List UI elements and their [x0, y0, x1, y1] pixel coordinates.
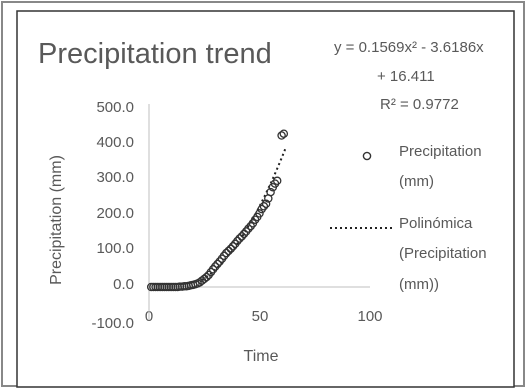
- data-point: [213, 259, 222, 269]
- data-point: [279, 129, 289, 138]
- legend-label-precipitation-unit: (mm): [399, 173, 434, 190]
- legend-marker-circle-icon: [362, 151, 372, 161]
- y-tick-label: 400.0: [96, 134, 134, 151]
- y-axis-title: Precipitation (mm): [48, 155, 65, 285]
- y-tick-label: 0.0: [113, 276, 134, 293]
- data-point: [228, 242, 238, 251]
- data-point: [226, 244, 236, 254]
- legend-label-precipitation: Precipitation: [399, 143, 482, 160]
- legend-label-polynomial-series: (Precipitation: [399, 245, 487, 262]
- trendline-equation-line1: y = 0.1569x² - 3.6186x: [334, 39, 484, 56]
- trendline-r-squared: R² = 0.9772: [380, 96, 459, 113]
- data-point: [237, 232, 247, 241]
- trendline-equation-line2: + 16.411: [377, 68, 435, 85]
- y-tick-label: 500.0: [96, 99, 134, 116]
- legend: Precipitation (mm) Polinómica (Precipita…: [330, 143, 487, 293]
- legend-label-polynomial-unit: (mm)): [399, 276, 439, 293]
- data-point: [272, 176, 282, 186]
- y-tick-labels: 500.0 400.0 300.0 200.0 100.0 0.0 -100.0: [91, 99, 134, 332]
- data-point: [235, 234, 244, 243]
- x-tick-label: 50: [252, 308, 269, 325]
- data-point: [224, 246, 233, 256]
- legend-label-polynomial-unit-text: mm)): [404, 276, 439, 293]
- legend-label-polynomial: Polinómica: [399, 215, 473, 232]
- data-point: [259, 202, 269, 211]
- data-point: [239, 229, 249, 239]
- data-point: [255, 209, 264, 218]
- y-tick-label: 200.0: [96, 205, 134, 222]
- data-point: [202, 272, 211, 282]
- x-tick-label: 100: [357, 308, 382, 325]
- data-point: [244, 224, 253, 233]
- data-point: [261, 199, 271, 209]
- x-axis-title: Time: [244, 348, 279, 365]
- data-point: [277, 131, 286, 140]
- data-points: [146, 129, 289, 292]
- data-point: [211, 262, 220, 271]
- y-tick-label: 300.0: [96, 169, 134, 186]
- data-point: [266, 187, 275, 197]
- y-tick-label: 100.0: [96, 240, 134, 257]
- data-point: [233, 236, 242, 246]
- y-tick-label: -100.0: [91, 315, 134, 332]
- data-point: [222, 248, 231, 258]
- chart-title: Precipitation trend: [38, 38, 272, 70]
- chart-border: [16, 10, 515, 388]
